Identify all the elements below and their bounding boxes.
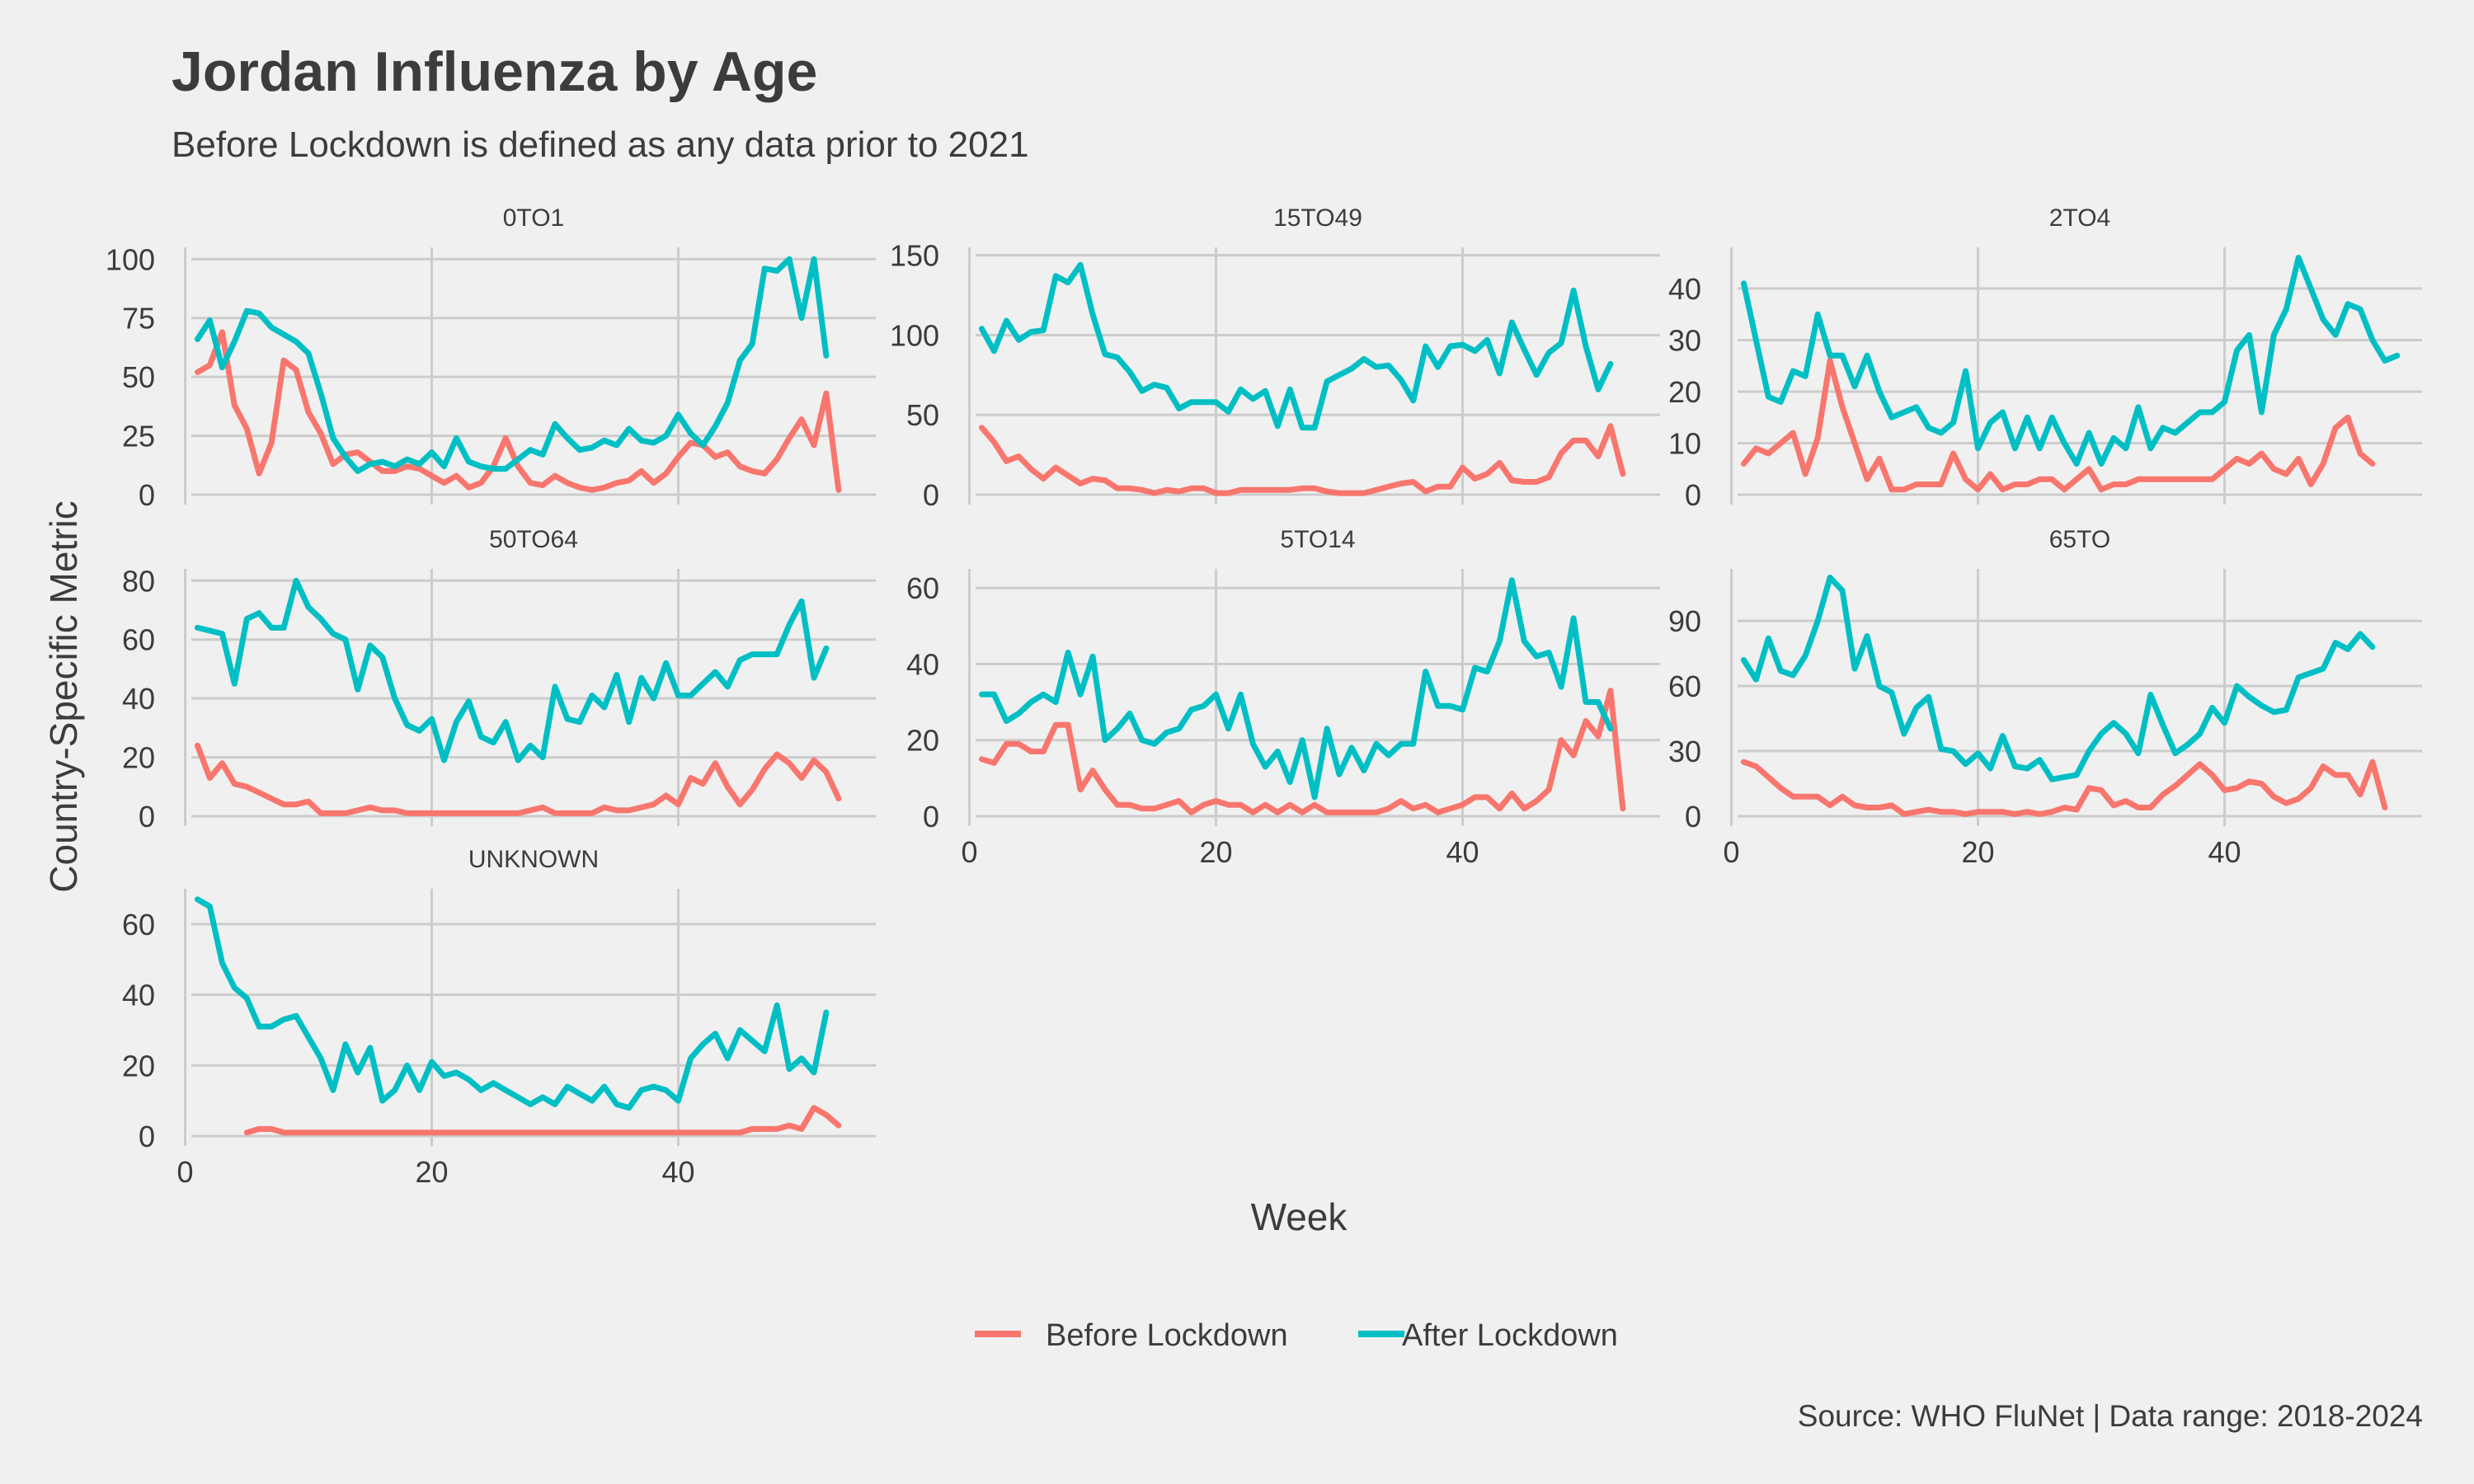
- y-tick-label: 90: [1668, 604, 1701, 638]
- series-line-before-lockdown: [979, 423, 1626, 496]
- y-tick-label: 0: [139, 1120, 155, 1153]
- series-line-before-lockdown: [195, 329, 842, 493]
- x-tick-label: 20: [1200, 835, 1233, 869]
- y-tick-label: 40: [122, 979, 155, 1012]
- x-tick-label: 0: [177, 1155, 194, 1189]
- y-tick-label: 50: [122, 360, 155, 394]
- chart-subtitle: Before Lockdown is defined as any data p…: [172, 124, 1029, 165]
- panel-title-unknown: UNKNOWN: [468, 846, 599, 873]
- series-line-after-lockdown: [979, 261, 1614, 431]
- y-tick-label: 60: [122, 908, 155, 942]
- chart-title: Jordan Influenza by Age: [172, 40, 817, 103]
- series-line-after-lockdown: [195, 256, 830, 474]
- x-tick-label: 40: [662, 1155, 695, 1189]
- panel-15to49: 15TO49 0 50 100 150: [890, 204, 1660, 512]
- y-tick-label: 20: [1668, 375, 1701, 409]
- y-tick-label: 20: [906, 724, 939, 758]
- panel-unknown: UNKNOWN 0 20 40 60 0 20 40: [122, 846, 876, 1189]
- y-axis-label: Country-Specific Metric: [42, 500, 85, 892]
- panel-2to4: 2TO4 0 10 20 30 40: [1668, 204, 2422, 512]
- panel-title-15to49: 15TO49: [1273, 204, 1362, 232]
- panel-title-5to14: 5TO14: [1280, 526, 1355, 553]
- chart-caption: Source: WHO FluNet | Data range: 2018-20…: [1798, 1399, 2423, 1433]
- y-tick-label: 0: [1685, 800, 1701, 834]
- y-tick-label: 30: [1668, 735, 1701, 768]
- legend-label-after: After Lockdown: [1402, 1318, 1618, 1353]
- panel-title-0to1: 0TO1: [503, 204, 565, 232]
- legend-label-before: Before Lockdown: [1046, 1318, 1288, 1353]
- y-tick-label: 20: [122, 1049, 155, 1082]
- y-tick-label: 150: [890, 239, 939, 273]
- y-tick-label: 50: [906, 398, 939, 432]
- y-tick-label: 0: [139, 800, 155, 834]
- y-tick-label: 100: [890, 318, 939, 352]
- series-line-after-lockdown: [1741, 255, 2401, 467]
- x-axis-label: Week: [1251, 1195, 1348, 1238]
- y-tick-label: 40: [122, 682, 155, 716]
- series-line-before-lockdown: [1741, 758, 2388, 817]
- series-line-after-lockdown: [1741, 575, 2376, 782]
- y-tick-label: 60: [906, 571, 939, 605]
- x-tick-label: 0: [962, 835, 978, 869]
- x-tick-label: 40: [1446, 835, 1479, 869]
- x-tick-label: 0: [1724, 835, 1740, 869]
- series-line-before-lockdown: [979, 688, 1626, 815]
- series-line-before-lockdown: [195, 742, 842, 816]
- panel-5to14: 5TO14 0 20 40 60 0 20 40: [906, 526, 1660, 869]
- y-tick-label: 60: [122, 623, 155, 657]
- panel-title-65to: 65TO: [2049, 526, 2111, 553]
- y-tick-label: 75: [122, 302, 155, 336]
- y-tick-label: 0: [1685, 478, 1701, 512]
- y-tick-label: 80: [122, 564, 155, 598]
- y-tick-label: 0: [923, 800, 939, 834]
- y-tick-label: 25: [122, 420, 155, 453]
- y-tick-label: 20: [122, 741, 155, 775]
- panel-65to: 65TO 0 30 60 90 0 20 40: [1668, 526, 2422, 869]
- panel-title-2to4: 2TO4: [2049, 204, 2111, 232]
- x-tick-label: 40: [2208, 835, 2241, 869]
- x-tick-label: 20: [416, 1155, 449, 1189]
- series-line-after-lockdown: [195, 896, 830, 1111]
- legend: Before Lockdown After Lockdown: [975, 1318, 1618, 1353]
- facet-panels: 0TO1 0 25 50 75 100 15TO49 0 50 100 150 2TO4 0 10 20 30…: [106, 204, 2422, 1189]
- y-tick-label: 10: [1668, 427, 1701, 461]
- panel-0to1: 0TO1 0 25 50 75 100: [106, 204, 876, 512]
- series-line-before-lockdown: [243, 1105, 842, 1136]
- y-tick-label: 100: [106, 242, 155, 276]
- x-tick-label: 20: [1962, 835, 1995, 869]
- series-line-before-lockdown: [1741, 358, 2376, 493]
- panel-50to64: 50TO64 0 20 40 60 80: [122, 526, 876, 834]
- series-line-after-lockdown: [979, 577, 1614, 801]
- y-tick-label: 40: [906, 647, 939, 681]
- y-tick-label: 40: [1668, 272, 1701, 306]
- panel-title-50to64: 50TO64: [489, 526, 578, 553]
- series-line-after-lockdown: [195, 577, 830, 763]
- y-tick-label: 0: [139, 478, 155, 512]
- y-tick-label: 0: [923, 478, 939, 512]
- y-tick-label: 30: [1668, 324, 1701, 358]
- y-tick-label: 60: [1668, 669, 1701, 703]
